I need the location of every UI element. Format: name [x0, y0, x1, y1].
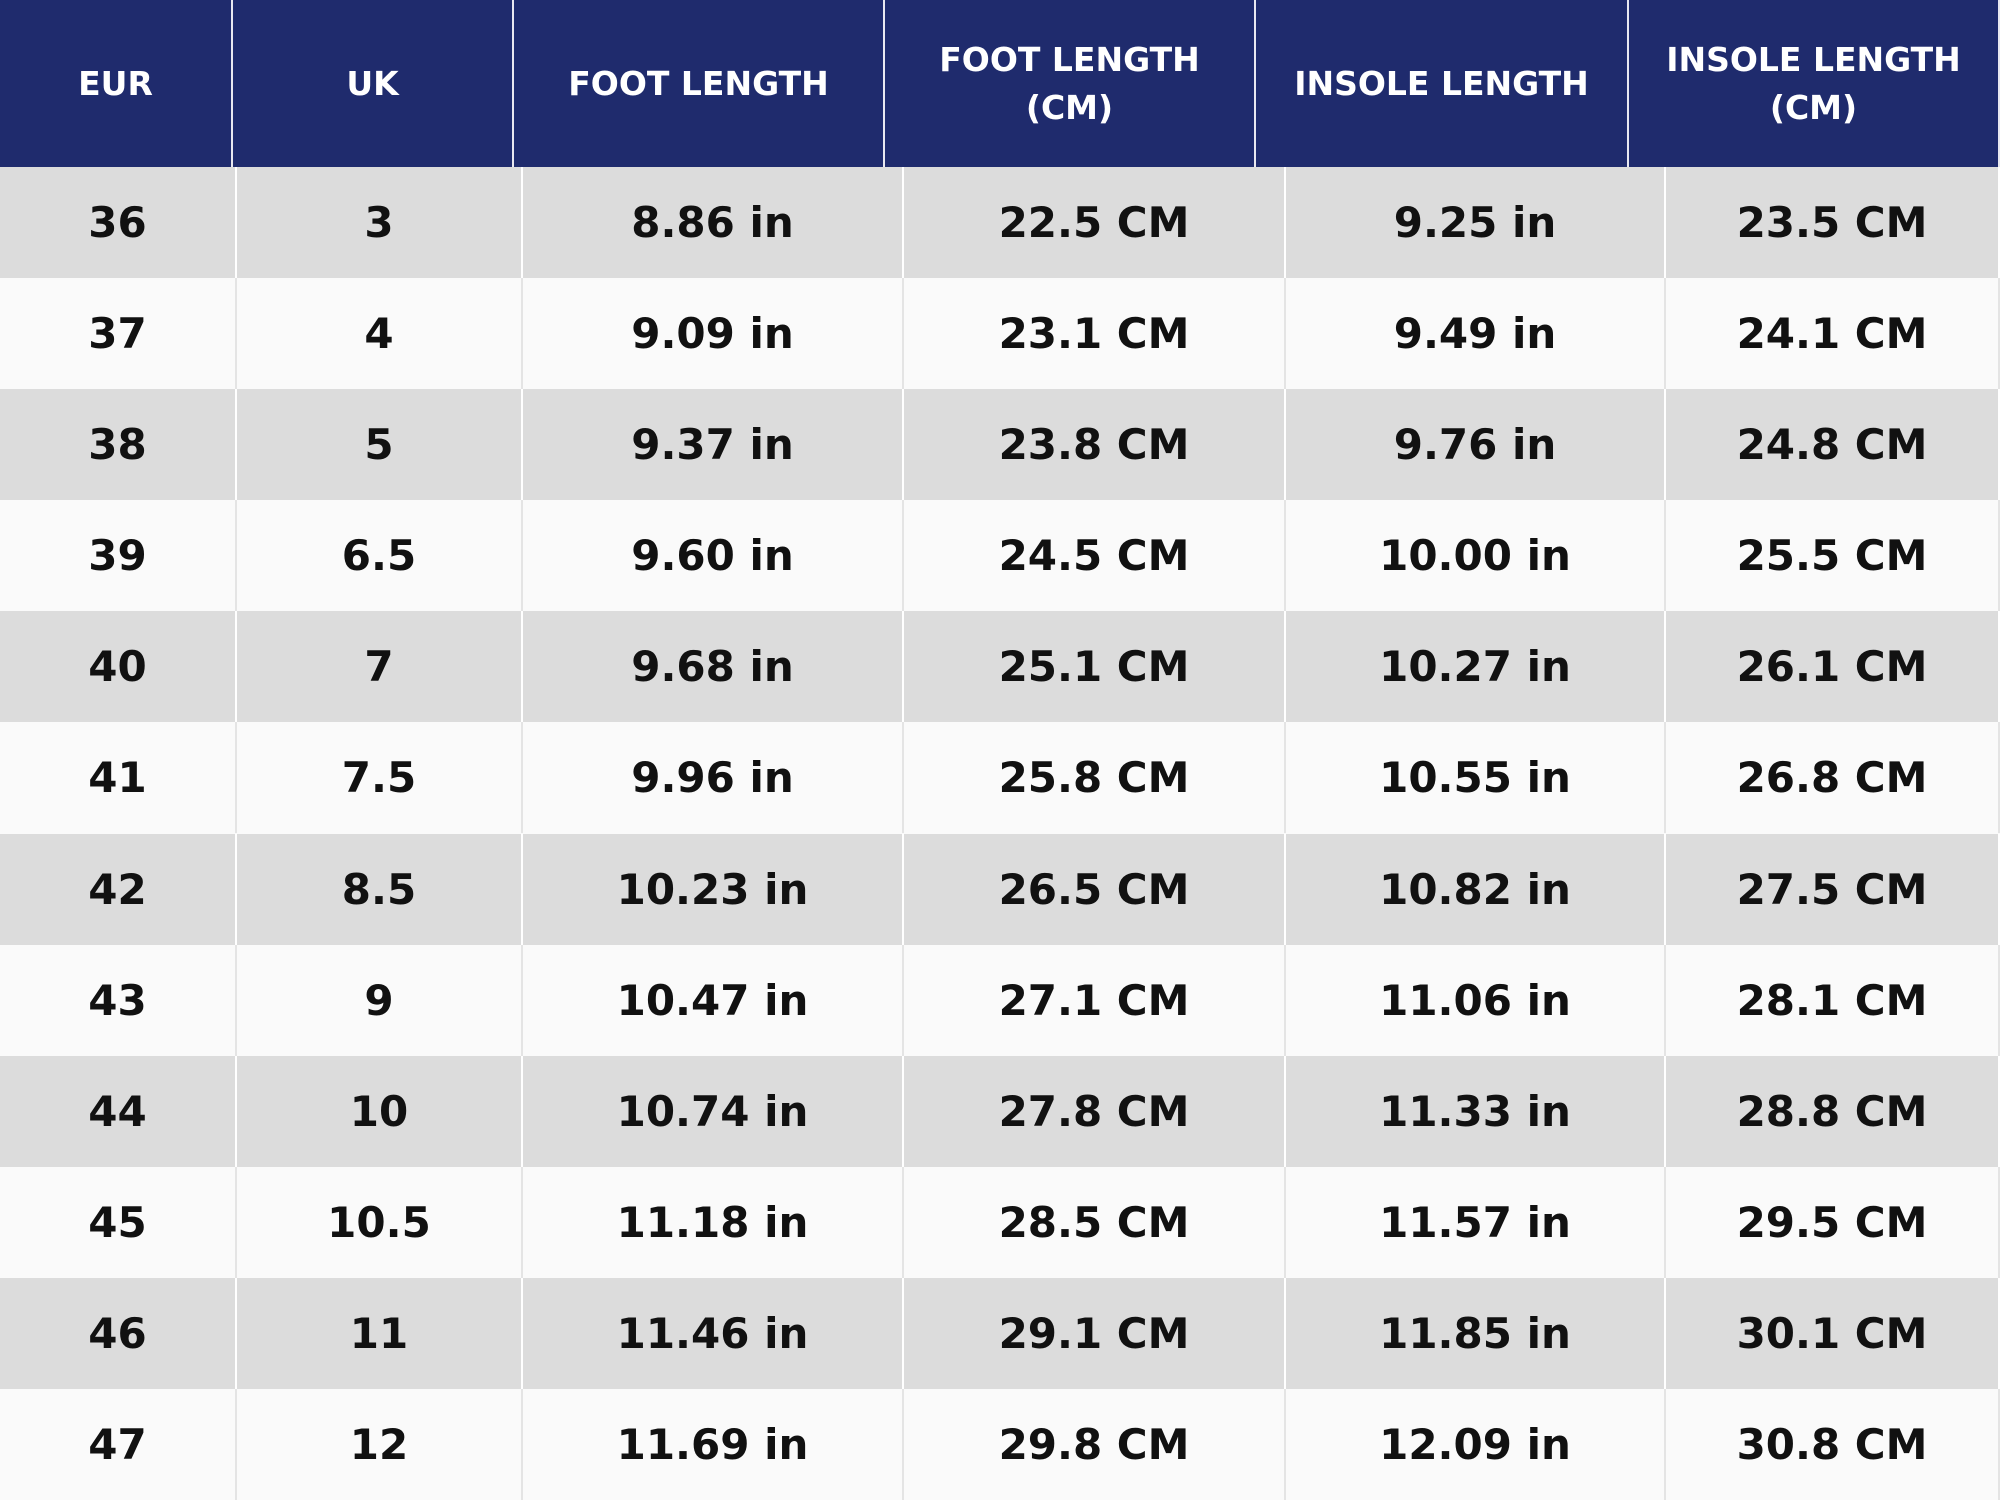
- table-cell: 6.5: [237, 500, 523, 612]
- table-cell: 46: [0, 1277, 237, 1389]
- table-cell: 39: [0, 500, 237, 612]
- table-cell: 38: [0, 389, 237, 501]
- table-cell: 8.86 in: [523, 167, 904, 279]
- table-cell: 10.5: [237, 1166, 523, 1278]
- table-cell: 26.5 CM: [904, 833, 1286, 945]
- table-cell: 10.00 in: [1286, 500, 1666, 612]
- column-header: INSOLE LENGTH: [1256, 0, 1629, 167]
- table-cell: 29.8 CM: [904, 1388, 1286, 1500]
- table-cell: 10: [237, 1055, 523, 1167]
- table-cell: 11.69 in: [523, 1388, 904, 1500]
- table-cell: 41: [0, 722, 237, 834]
- table-cell: 10.47 in: [523, 944, 904, 1056]
- table-cell: 24.1 CM: [1666, 278, 2000, 390]
- table-cell: 10.23 in: [523, 833, 904, 945]
- table-cell: 11.46 in: [523, 1277, 904, 1389]
- table-cell: 9.37 in: [523, 389, 904, 501]
- table-cell: 9: [237, 944, 523, 1056]
- table-cell: 9.25 in: [1286, 167, 1666, 279]
- table-cell: 25.1 CM: [904, 611, 1286, 723]
- column-header: FOOT LENGTH: [514, 0, 885, 167]
- table-cell: 27.1 CM: [904, 944, 1286, 1056]
- table-cell: 10.82 in: [1286, 833, 1666, 945]
- table-cell: 10.74 in: [523, 1055, 904, 1167]
- table-cell: 45: [0, 1166, 237, 1278]
- table-cell: 23.1 CM: [904, 278, 1286, 390]
- table-cell: 44: [0, 1055, 237, 1167]
- table-cell: 24.5 CM: [904, 500, 1286, 612]
- table-cell: 5: [237, 389, 523, 501]
- table-cell: 11.57 in: [1286, 1166, 1666, 1278]
- table-cell: 8.5: [237, 833, 523, 945]
- column-header: EUR: [0, 0, 233, 167]
- column-header: INSOLE LENGTH (CM): [1629, 0, 2000, 167]
- table-cell: 9.09 in: [523, 278, 904, 390]
- table-cell: 9.96 in: [523, 722, 904, 834]
- table-cell: 36: [0, 167, 237, 279]
- table-cell: 10.55 in: [1286, 722, 1666, 834]
- table-cell: 29.1 CM: [904, 1277, 1286, 1389]
- table-cell: 27.5 CM: [1666, 833, 2000, 945]
- table-cell: 25.8 CM: [904, 722, 1286, 834]
- table-cell: 40: [0, 611, 237, 723]
- table-cell: 11.06 in: [1286, 944, 1666, 1056]
- table-cell: 9.49 in: [1286, 278, 1666, 390]
- table-cell: 28.8 CM: [1666, 1055, 2000, 1167]
- table-cell: 9.68 in: [523, 611, 904, 723]
- table-cell: 47: [0, 1388, 237, 1500]
- table-cell: 42: [0, 833, 237, 945]
- table-cell: 7: [237, 611, 523, 723]
- table-cell: 28.1 CM: [1666, 944, 2000, 1056]
- table-cell: 26.1 CM: [1666, 611, 2000, 723]
- table-cell: 37: [0, 278, 237, 390]
- table-cell: 25.5 CM: [1666, 500, 2000, 612]
- table-cell: 29.5 CM: [1666, 1166, 2000, 1278]
- table-cell: 43: [0, 944, 237, 1056]
- table-cell: 11: [237, 1277, 523, 1389]
- table-cell: 26.8 CM: [1666, 722, 2000, 834]
- table-cell: 9.60 in: [523, 500, 904, 612]
- table-cell: 27.8 CM: [904, 1055, 1286, 1167]
- table-cell: 11.18 in: [523, 1166, 904, 1278]
- table-cell: 23.8 CM: [904, 389, 1286, 501]
- table-cell: 28.5 CM: [904, 1166, 1286, 1278]
- table-cell: 10.27 in: [1286, 611, 1666, 723]
- table-cell: 24.8 CM: [1666, 389, 2000, 501]
- table-cell: 12: [237, 1388, 523, 1500]
- table-cell: 11.33 in: [1286, 1055, 1666, 1167]
- column-header: FOOT LENGTH (CM): [885, 0, 1256, 167]
- table-cell: 11.85 in: [1286, 1277, 1666, 1389]
- table-cell: 23.5 CM: [1666, 167, 2000, 279]
- table-cell: 12.09 in: [1286, 1388, 1666, 1500]
- table-cell: 7.5: [237, 722, 523, 834]
- column-header: UK: [233, 0, 514, 167]
- table-cell: 30.8 CM: [1666, 1388, 2000, 1500]
- table-cell: 9.76 in: [1286, 389, 1666, 501]
- table-cell: 22.5 CM: [904, 167, 1286, 279]
- table-cell: 3: [237, 167, 523, 279]
- table-cell: 30.1 CM: [1666, 1277, 2000, 1389]
- table-cell: 4: [237, 278, 523, 390]
